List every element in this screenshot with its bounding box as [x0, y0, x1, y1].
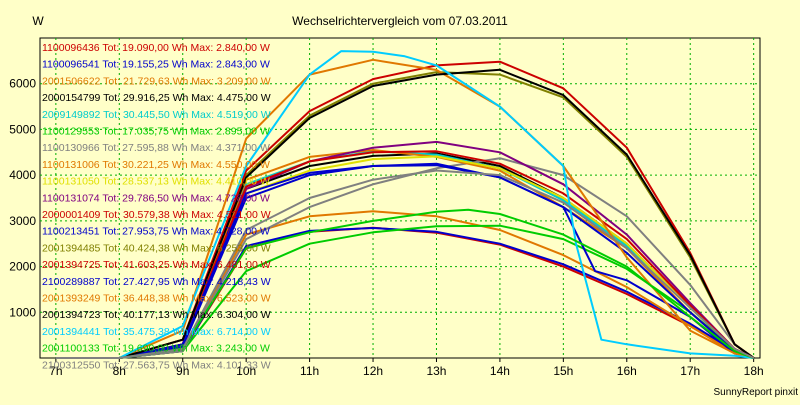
legend-entry-1100130966: 1100130966 Tot: 27.595,88 Wh Max: 4.371,… [42, 142, 270, 154]
x-tick-label: 18h [744, 364, 764, 378]
series-line-2001393249 [55, 58, 754, 359]
series-line-2001394441 [55, 50, 754, 359]
series-line-2100289887 [55, 164, 754, 359]
legend-entry-2001393249: 2001393249 Tot: 36.448,38 Wh Max: 6.523,… [42, 293, 271, 305]
series-line-1100213451 [55, 162, 755, 359]
x-tick-label: 10h [236, 364, 256, 378]
legend-entry-2000001409: 2000001409 Tot: 30.579,38 Wh Max: 4.521,… [42, 209, 271, 221]
legend-entry-1100096436: 1100096436 Tot: 19.090,00 Wh Max: 2.840,… [42, 42, 270, 54]
x-tick-label: 14h [490, 364, 510, 378]
x-tick-label: 9h [176, 364, 189, 378]
legend-entry-2009149892: 2009149892 Tot: 30.445,50 Wh Max: 4.519,… [42, 109, 271, 121]
lines-layer [55, 50, 755, 359]
plot-frame [39, 37, 761, 359]
series-line-2100312550 [55, 169, 755, 359]
y-tick-label: 6000 [9, 77, 36, 91]
axis-layer: 1000 2000 3000 4000 5000 6000 7h 8h 9h 10h 11h 12h 1… [9, 77, 763, 378]
legend-entry-1100131006: 1100131006 Tot: 30.221,25 Wh Max: 4.550,… [42, 159, 270, 171]
x-tick-label: 17h [680, 364, 700, 378]
x-tick-label: 13h [426, 364, 446, 378]
series-line-2001100133 [55, 208, 755, 359]
legend-layer: 1100096436 Tot: 19.090,00 Wh Max: 2.840,… [42, 42, 271, 371]
legend-entry-2000154799: 2000154799 Tot: 29.916,25 Wh Max: 4.475,… [42, 92, 271, 104]
chart-title: Wechselrichtervergleich vom 07.03.2011 [292, 14, 508, 28]
y-tick-label: 4000 [9, 168, 36, 182]
x-tick-label: 15h [553, 364, 573, 378]
x-tick-label: 7h [49, 364, 62, 378]
footer-credit: SunnyReport pinxit [714, 387, 799, 398]
legend-entry-1100213451: 1100213451 Tot: 27.953,75 Wh Max: 4.728,… [42, 226, 270, 238]
y-tick-label: 3000 [9, 214, 36, 228]
series-line-1100130966 [55, 157, 755, 359]
y-axis-label: W [32, 14, 44, 28]
x-tick-label: 8h [113, 364, 126, 378]
legend-entry-2001506622: 2001506622 Tot: 21.729,63 Wh Max: 3.209,… [42, 75, 271, 87]
legend-entry-2001100133: 2001100133 Tot: 19.690,00 Wh Max: 3.243,… [42, 343, 270, 355]
x-tick-label: 11h [300, 364, 319, 378]
series-line-2001394723 [55, 68, 755, 359]
legend-entry-2001394485: 2001394485 Tot: 40.424,38 Wh Max: 6.253,… [42, 242, 271, 254]
y-tick-label: 5000 [9, 122, 36, 136]
legend-entry-2100289887: 2100289887 Tot: 27.427,95 Wh Max: 4.218,… [42, 276, 271, 288]
legend-entry-2001394723: 2001394723 Tot: 40.177,13 Wh Max: 6.304,… [42, 309, 271, 321]
legend-entry-1100131050: 1100131050 Tot: 28.537,13 Wh Max: 4.410,… [42, 176, 270, 188]
y-tick-label: 1000 [9, 305, 36, 319]
x-tick-label: 12h [363, 364, 383, 378]
legend-entry-2001394725: 2001394725 Tot: 41.603,25 Wh Max: 6.481,… [42, 259, 271, 271]
legend-entry-1100129553: 1100129553 Tot: 17.035,75 Wh Max: 2.895,… [42, 126, 270, 138]
legend-entry-2100312550: 2100312550 Tot: 27.563,75 Wh Max: 4.101,… [42, 359, 271, 371]
y-tick-label: 2000 [9, 260, 36, 274]
x-tick-label: 16h [617, 364, 637, 378]
legend-entry-2001394441: 2001394441 Tot: 35.475,38 Wh Max: 6.714,… [42, 326, 271, 338]
legend-entry-1100131074: 1100131074 Tot: 29.786,50 Wh Max: 4.728,… [42, 192, 270, 204]
legend-entry-1100096541: 1100096541 Tot: 19.155,25 Wh Max: 2.843,… [42, 59, 270, 71]
